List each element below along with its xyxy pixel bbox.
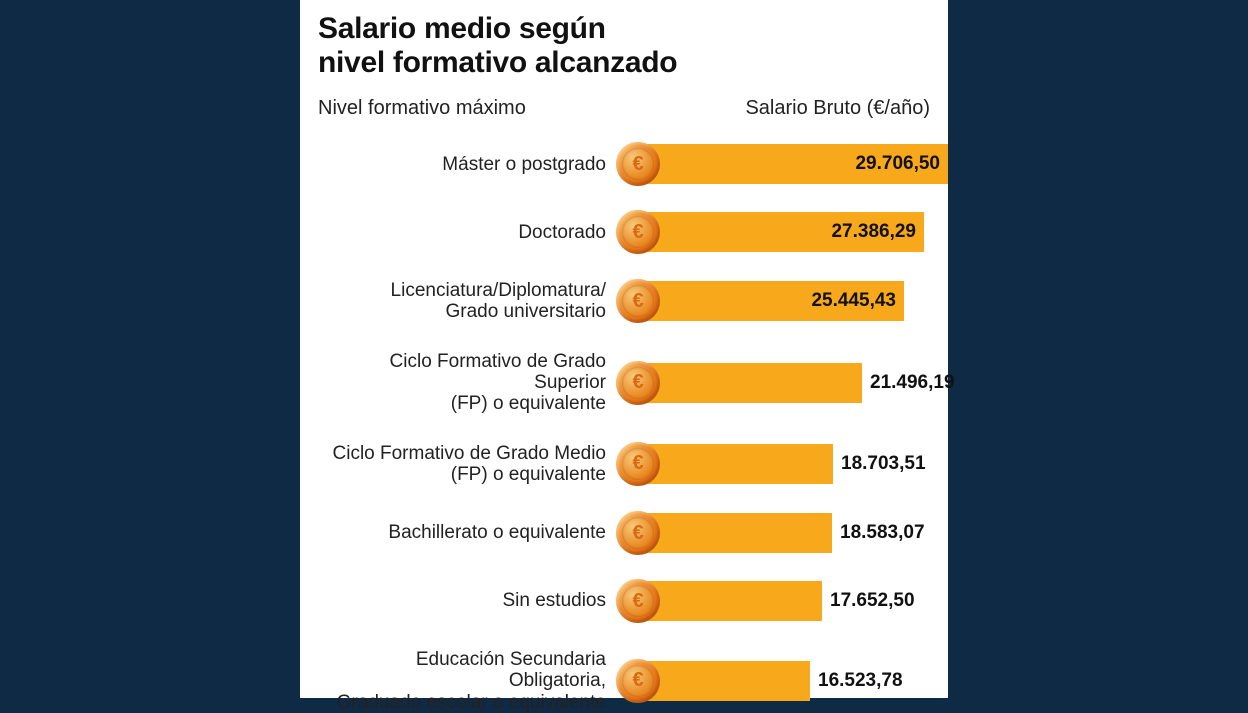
row-label: Ciclo Formativo de Grado Medio(FP) o equ… — [318, 443, 616, 486]
bar-value: 16.523,78 — [818, 661, 903, 701]
bar-area: €29.706,50 — [616, 144, 930, 184]
bar-value: 17.652,50 — [830, 581, 915, 621]
euro-symbol: € — [622, 148, 654, 180]
row-label: Doctorado — [318, 222, 616, 243]
chart-title: Salario medio según nivel formativo alca… — [318, 12, 930, 79]
bar — [638, 581, 822, 621]
bar-value: 25.445,43 — [811, 281, 896, 321]
bar-area: €17.652,50 — [616, 581, 930, 621]
row-label: Ciclo Formativo de Grado Superior(FP) o … — [318, 351, 616, 415]
bar-row: Licenciatura/Diplomatura/Grado universit… — [318, 280, 930, 323]
row-label: Sin estudios — [318, 590, 616, 611]
bar-row: Bachillerato o equivalente€18.583,07 — [318, 513, 930, 553]
euro-symbol: € — [622, 285, 654, 317]
bar-value: 18.703,51 — [841, 444, 926, 484]
row-label: Bachillerato o equivalente — [318, 522, 616, 543]
euro-symbol: € — [622, 216, 654, 248]
bar-value: 29.706,50 — [855, 144, 940, 184]
euro-symbol: € — [622, 367, 654, 399]
euro-symbol: € — [622, 517, 654, 549]
euro-coin-icon: € — [616, 579, 660, 623]
bar — [638, 363, 862, 403]
title-line-1: Salario medio según — [318, 12, 606, 45]
euro-coin-icon: € — [616, 210, 660, 254]
euro-coin-icon: € — [616, 442, 660, 486]
bar — [638, 444, 833, 484]
header-right: Salario Bruto (€/año) — [745, 97, 930, 120]
bar-row: Educación Secundaria Obligatoria,Graduad… — [318, 649, 930, 713]
euro-symbol: € — [622, 665, 654, 697]
bar-area: €25.445,43 — [616, 281, 930, 321]
bar-area: €18.703,51 — [616, 444, 930, 484]
bar-value: 27.386,29 — [831, 212, 916, 252]
euro-symbol: € — [622, 585, 654, 617]
chart-panel: Salario medio según nivel formativo alca… — [300, 0, 948, 698]
euro-coin-icon: € — [616, 659, 660, 703]
bar-value: 18.583,07 — [840, 513, 925, 553]
row-label: Máster o postgrado — [318, 154, 616, 175]
column-headers: Nivel formativo máximo Salario Bruto (€/… — [318, 97, 930, 120]
title-line-2: nivel formativo alcanzado — [318, 46, 677, 79]
header-left: Nivel formativo máximo — [318, 97, 526, 120]
bar-area: €18.583,07 — [616, 513, 930, 553]
row-label: Educación Secundaria Obligatoria,Graduad… — [318, 649, 616, 713]
bar-row: Sin estudios€17.652,50 — [318, 581, 930, 621]
bar-row: Máster o postgrado€29.706,50 — [318, 144, 930, 184]
bar-row: Ciclo Formativo de Grado Medio(FP) o equ… — [318, 443, 930, 486]
bar — [638, 661, 810, 701]
bar-value: 21.496,19 — [870, 363, 955, 403]
bar-row: Doctorado€27.386,29 — [318, 212, 930, 252]
bar-area: €27.386,29 — [616, 212, 930, 252]
bar-row: Ciclo Formativo de Grado Superior(FP) o … — [318, 351, 930, 415]
euro-coin-icon: € — [616, 511, 660, 555]
row-label: Licenciatura/Diplomatura/Grado universit… — [318, 280, 616, 323]
bar — [638, 513, 832, 553]
euro-coin-icon: € — [616, 142, 660, 186]
euro-coin-icon: € — [616, 361, 660, 405]
euro-symbol: € — [622, 448, 654, 480]
bar-area: €21.496,19 — [616, 363, 930, 403]
bar-rows: Máster o postgrado€29.706,50Doctorado€27… — [318, 144, 930, 713]
bar-area: €16.523,78 — [616, 661, 930, 701]
